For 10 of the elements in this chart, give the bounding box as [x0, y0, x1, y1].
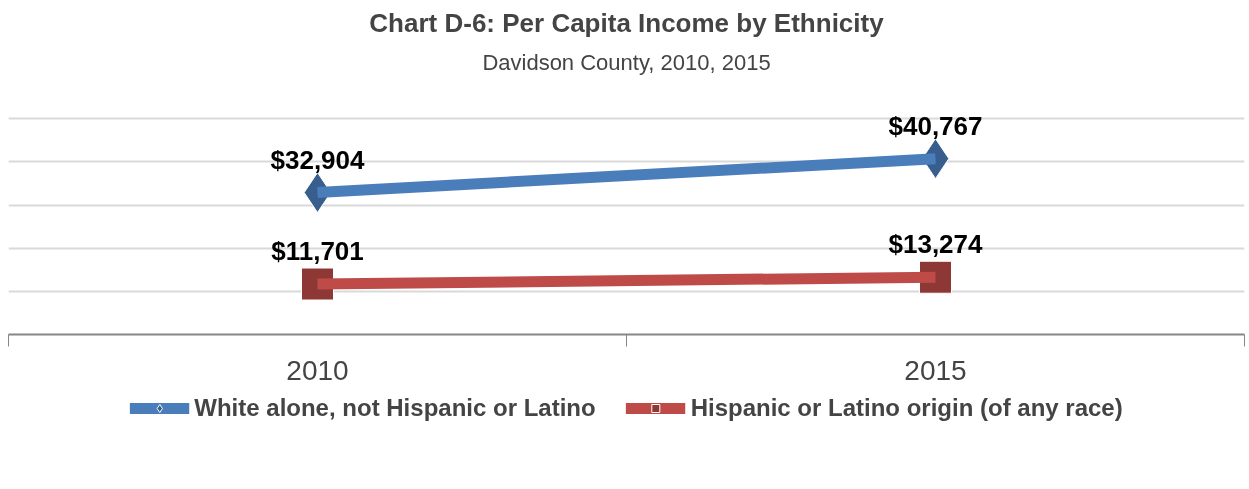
chart-subtitle: Davidson County, 2010, 2015 [482, 49, 771, 75]
legend-label: Hispanic or Latino origin (of any race) [690, 394, 1123, 422]
legend-label: White alone, not Hispanic or Latino [194, 394, 596, 422]
x-tick-label: 2010 [286, 354, 349, 386]
data-label: $40,767 [888, 110, 983, 141]
chart-title: Chart D-6: Per Capita Income by Ethnicity [369, 7, 885, 38]
data-label: $32,904 [270, 144, 366, 175]
data-label: $11,701 [271, 236, 364, 267]
x-tick-label: 2015 [904, 354, 967, 386]
data-label: $13,274 [888, 229, 984, 260]
